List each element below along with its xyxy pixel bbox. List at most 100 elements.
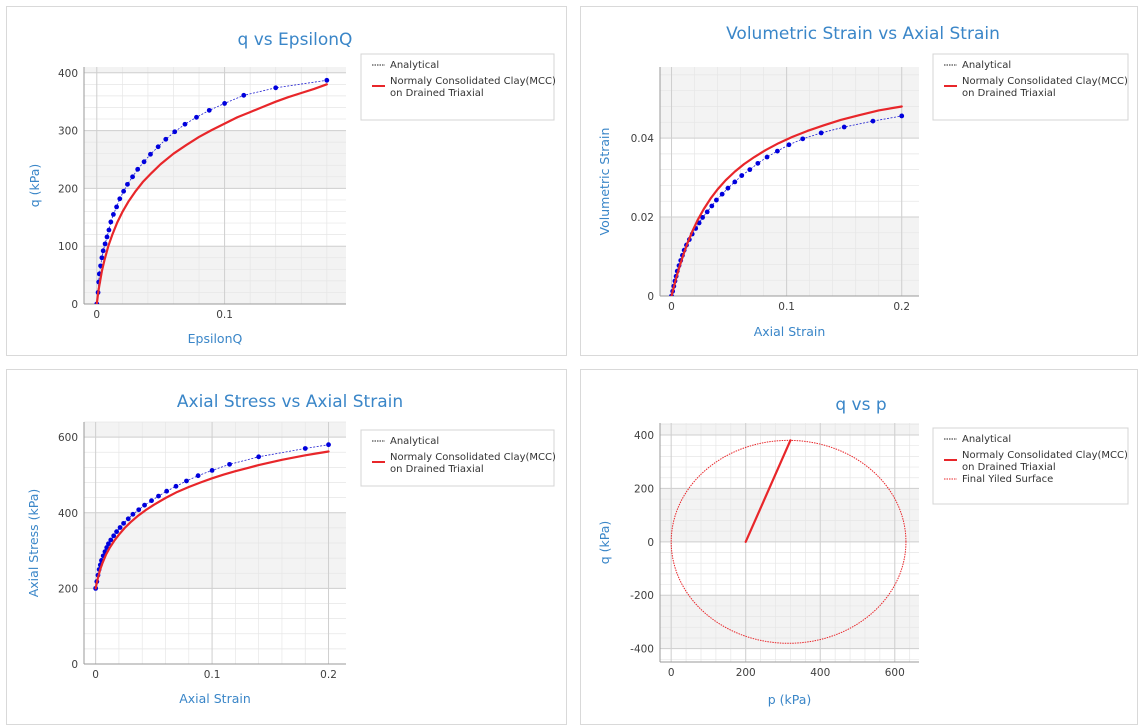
data-point-analytical <box>899 113 905 119</box>
data-point-analytical <box>164 488 170 494</box>
legend-label: Normaly Consolidated Clay(MCC) <box>962 76 1128 87</box>
series-final-yield-surface <box>670 439 907 644</box>
y-tick-label: 200 <box>634 483 654 495</box>
x-tick-label: 0.1 <box>778 301 795 313</box>
data-point-analytical <box>163 136 169 142</box>
x-tick-label: 200 <box>736 667 756 679</box>
legend-label: Analytical <box>390 436 439 447</box>
series-analytical-line <box>96 79 327 304</box>
chart-svg: 0 0.1 0 100 200 300 400 q vs EpsilonQ EpsilonQ q … <box>27 30 556 346</box>
y-tick-label: 400 <box>58 508 78 520</box>
chart-panel-q-vs-epsilonq: 0 0.1 0 100 200 300 400 q vs EpsilonQ EpsilonQ q … <box>6 6 567 356</box>
grid-band <box>660 488 919 542</box>
legend: Analytical Normaly Consolidated Clay(MCC)… <box>360 429 556 487</box>
data-point-analytical <box>100 248 106 254</box>
data-point-analytical <box>324 77 330 83</box>
chart-panel-q-vs-p: 0 200 400 600 -400 -200 0 200 400 q vs p p (kPa) q … <box>580 369 1138 725</box>
data-point-analytical <box>114 529 120 535</box>
data-point-analytical <box>106 227 112 233</box>
data-point-analytical <box>739 173 745 178</box>
grid-band <box>660 217 919 296</box>
data-point-analytical <box>256 454 262 460</box>
data-point-analytical <box>130 174 135 180</box>
data-point-analytical <box>117 196 123 202</box>
data-point-analytical <box>104 234 110 240</box>
legend-box <box>932 427 1129 505</box>
y-tick-label: 0.02 <box>631 212 654 224</box>
data-point-analytical <box>135 166 141 172</box>
legend-label: Analytical <box>962 434 1011 445</box>
legend-label: Analytical <box>390 60 439 71</box>
series-mcc-drained <box>95 83 328 304</box>
data-point-analytical <box>104 545 110 550</box>
legend-box <box>932 53 1129 121</box>
x-tick-label: 0.1 <box>204 669 221 681</box>
series-group <box>94 77 330 304</box>
data-point-analytical <box>156 493 161 499</box>
y-tick-label: -200 <box>630 590 654 602</box>
series-group <box>669 105 905 296</box>
y-axis-title: q (kPa) <box>27 164 42 208</box>
data-point-analytical <box>870 118 876 124</box>
legend-label: Normaly Consolidated Clay(MCC) <box>962 450 1128 461</box>
chart-panel-axial-stress: 0 0.1 0.2 0 200 400 600 Axial Stress vs Axial S… <box>6 369 567 725</box>
data-point-analytical <box>241 92 247 98</box>
data-point-analytical <box>111 533 117 539</box>
legend: Analytical Normaly Consolidated Clay(MCC)… <box>932 53 1129 121</box>
y-tick-label: 400 <box>634 430 654 442</box>
data-point-analytical <box>786 142 792 148</box>
x-axis-title: Axial Strain <box>754 324 826 339</box>
y-tick-label: 200 <box>58 183 78 195</box>
x-tick-label: 400 <box>810 667 830 679</box>
legend: Analytical Normaly Consolidated Clay(MCC)… <box>932 427 1129 505</box>
data-point-analytical <box>149 498 154 504</box>
grid-band <box>660 67 919 139</box>
data-point-analytical <box>173 483 179 489</box>
y-tick-label: 600 <box>58 432 78 444</box>
chart-svg: 0 0.1 0.2 0 0.02 0.04 Volumetric Strain vs Axi… <box>597 24 1129 339</box>
legend-label: Normaly Consolidated Clay(MCC) <box>390 76 556 87</box>
chart-svg: 0 0.1 0.2 0 200 400 600 Axial Stress vs Axial S… <box>26 392 556 706</box>
legend-box <box>360 53 555 121</box>
y-tick-label: 0 <box>71 659 78 671</box>
series-mcc-drained <box>94 450 330 590</box>
series-group <box>93 442 331 591</box>
data-point-analytical <box>818 130 824 136</box>
data-point-analytical <box>764 154 770 160</box>
x-tick-label: 0.1 <box>216 309 233 321</box>
data-point-analytical <box>704 209 710 215</box>
legend-label: on Drained Triaxial <box>390 464 484 475</box>
chart-title: q vs p <box>835 395 886 415</box>
y-tick-label: 300 <box>58 126 78 138</box>
x-tick-label: 0 <box>668 667 675 679</box>
data-point-analytical <box>725 185 731 191</box>
legend-label: on Drained Triaxial <box>390 88 484 99</box>
data-point-analytical <box>719 191 725 197</box>
data-point-analytical <box>130 511 136 517</box>
y-tick-label: 0 <box>647 537 654 549</box>
data-point-analytical <box>209 468 215 473</box>
y-axis-title: q (kPa) <box>597 521 612 565</box>
y-tick-label: 400 <box>58 68 78 80</box>
data-point-analytical <box>800 136 806 142</box>
data-point-analytical <box>114 204 119 210</box>
data-point-analytical <box>206 107 212 113</box>
data-point-analytical <box>709 203 715 209</box>
x-axis-title: Axial Strain <box>179 691 251 706</box>
data-point-analytical <box>108 219 114 225</box>
data-point-analytical <box>302 446 308 451</box>
legend-label: Analytical <box>962 60 1011 71</box>
data-point-analytical <box>141 159 147 165</box>
grid-band <box>84 130 346 189</box>
x-axis-title: EpsilonQ <box>188 331 243 346</box>
data-point-analytical <box>700 215 705 220</box>
x-tick-label: 0.2 <box>320 669 337 681</box>
x-tick-label: 0 <box>92 669 99 681</box>
data-point-analytical <box>99 255 105 261</box>
chart-panel-volumetric-strain: 0 0.1 0.2 0 0.02 0.04 Volumetric Strain vs Axi… <box>580 6 1138 356</box>
data-point-analytical <box>194 114 199 120</box>
x-tick-label: 600 <box>885 667 905 679</box>
data-point-analytical <box>108 537 114 543</box>
x-tick-label: 0.2 <box>893 301 910 313</box>
chart-title: Volumetric Strain vs Axial Strain <box>726 24 1000 44</box>
